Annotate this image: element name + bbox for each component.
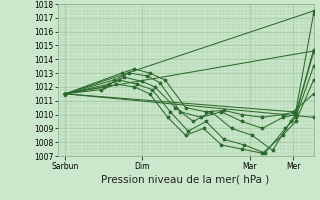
X-axis label: Pression niveau de la mer( hPa ): Pression niveau de la mer( hPa ) — [101, 175, 270, 185]
